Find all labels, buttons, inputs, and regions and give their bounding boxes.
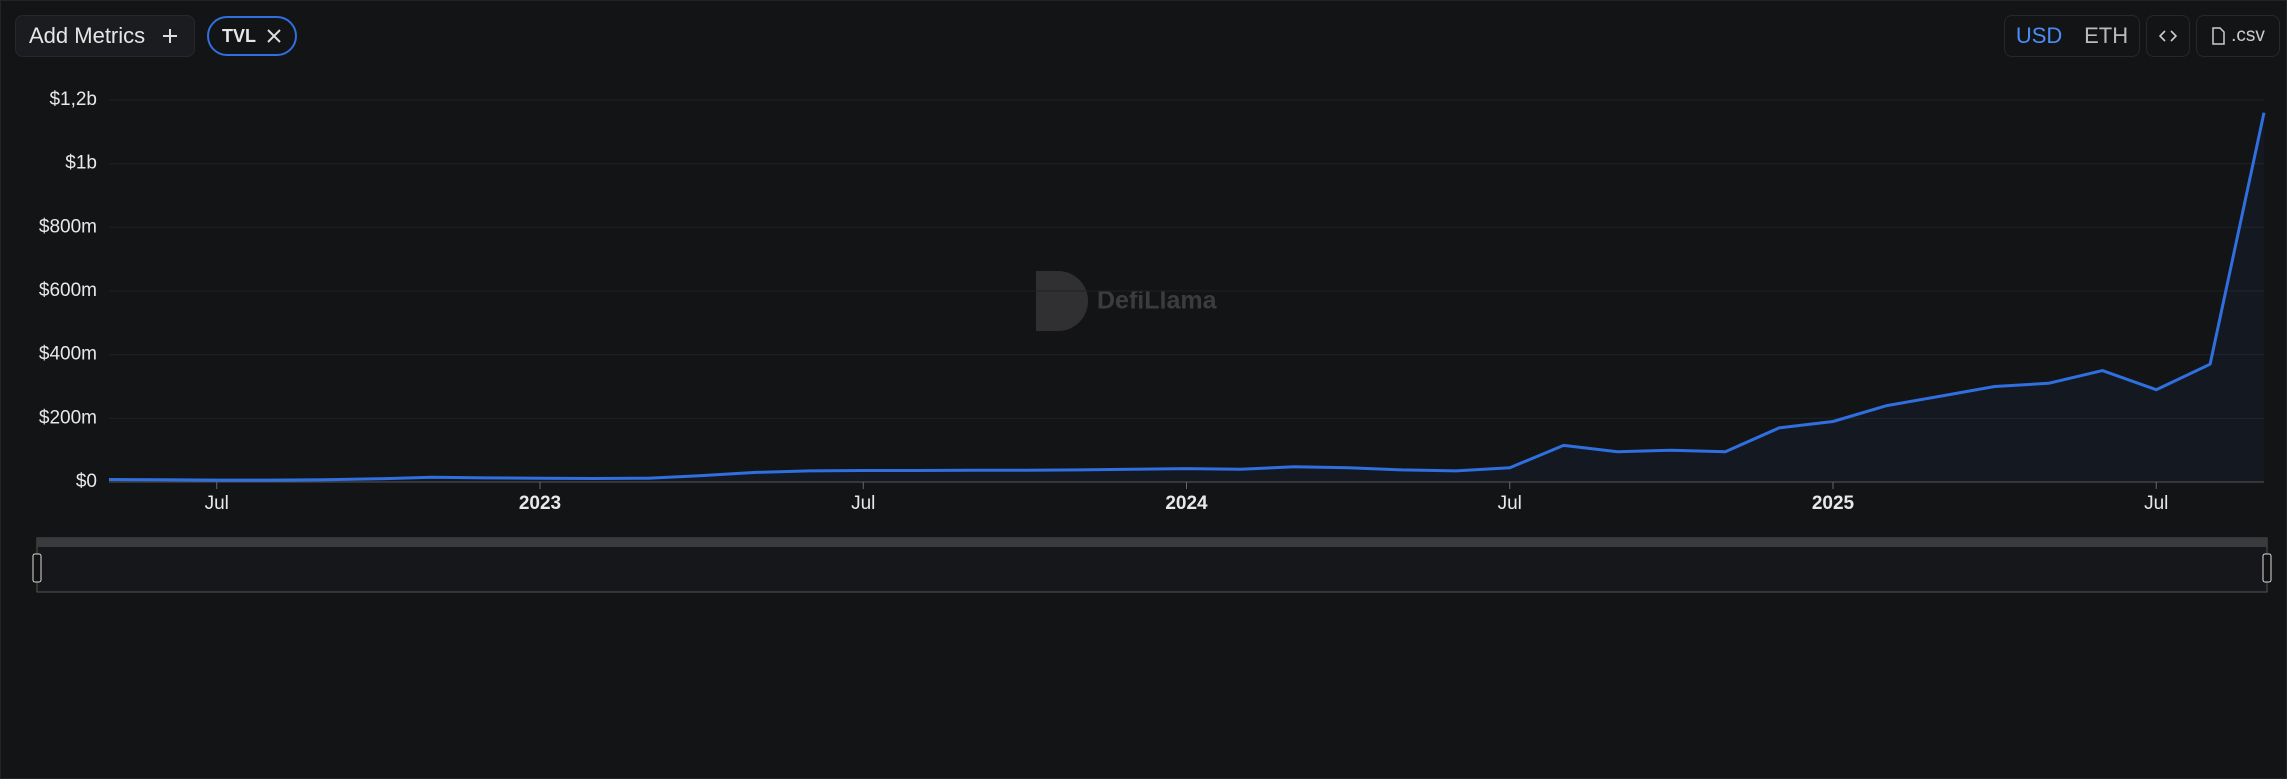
add-metrics-button[interactable]: Add Metrics bbox=[15, 15, 195, 57]
line bbox=[108, 112, 2266, 482]
x-tick-label: Jul bbox=[205, 493, 229, 514]
y-tick-label: $1b bbox=[65, 153, 97, 174]
watermark-logo bbox=[1036, 271, 1088, 331]
currency-toggle: USD ETH bbox=[2004, 15, 2140, 57]
embed-button[interactable] bbox=[2146, 15, 2190, 57]
y-tick-label: $400m bbox=[39, 344, 97, 365]
metric-pill[interactable]: TVL bbox=[207, 16, 297, 56]
x-tick-label: Jul bbox=[851, 493, 875, 514]
csv-button[interactable]: .csv bbox=[2196, 15, 2280, 57]
slider-bar[interactable] bbox=[37, 538, 2267, 547]
watermark: DefiLlama bbox=[1036, 271, 1218, 331]
slider-handle-left[interactable] bbox=[32, 553, 42, 583]
y-tick-label: $200m bbox=[39, 407, 97, 428]
y-tick-label: $800m bbox=[39, 216, 97, 237]
y-tick-label: $0 bbox=[76, 471, 97, 492]
currency-eth[interactable]: ETH bbox=[2084, 23, 2129, 48]
x-tick-label: 2024 bbox=[1165, 493, 1208, 514]
area bbox=[109, 112, 2264, 482]
x-tick-label: Jul bbox=[1498, 493, 1522, 514]
x-tick-label: 2023 bbox=[519, 493, 561, 514]
file-icon bbox=[2212, 27, 2225, 45]
x-tick-label: 2025 bbox=[1812, 493, 1855, 514]
add-metrics-label: Add Metrics bbox=[29, 23, 146, 48]
y-tick-label: $600m bbox=[39, 280, 97, 301]
plus-icon bbox=[163, 29, 178, 43]
x-tick-label: Jul bbox=[2144, 493, 2168, 514]
currency-usd[interactable]: USD bbox=[2015, 23, 2063, 48]
csv-label: .csv bbox=[2231, 25, 2265, 46]
close-icon[interactable] bbox=[266, 28, 282, 44]
metric-label: TVL bbox=[222, 25, 256, 46]
y-tick-label: $1,2b bbox=[49, 89, 97, 110]
code-icon bbox=[2159, 30, 2177, 42]
chart: DefiLlama $0 $200m $400m $600m $800m $1b $1,2b… bbox=[32, 89, 2272, 593]
slider-handle-right[interactable] bbox=[2262, 553, 2272, 583]
